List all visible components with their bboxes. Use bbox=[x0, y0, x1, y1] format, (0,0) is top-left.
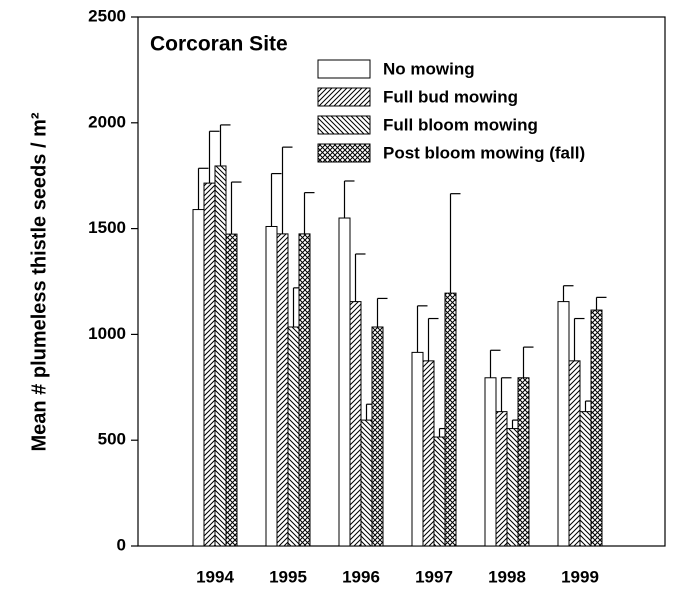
bar bbox=[371, 326, 384, 547]
legend-swatch bbox=[317, 115, 371, 135]
legend-label: No mowing bbox=[383, 59, 475, 78]
annotation: Corcoran Site bbox=[150, 33, 288, 56]
bar bbox=[214, 165, 227, 547]
legend-label: Full bud mowing bbox=[383, 87, 518, 106]
bar bbox=[517, 377, 530, 547]
legend-label: Post bloom mowing (fall) bbox=[383, 143, 585, 162]
legend-swatch bbox=[317, 143, 371, 163]
bar bbox=[349, 301, 362, 547]
bar bbox=[590, 309, 603, 547]
bar bbox=[557, 301, 570, 547]
bar bbox=[338, 217, 351, 547]
bar bbox=[433, 436, 446, 547]
bar bbox=[579, 411, 592, 547]
y-tick-label: 2000 bbox=[88, 112, 126, 131]
bar bbox=[484, 377, 497, 547]
y-tick-label: 2500 bbox=[88, 6, 126, 25]
bar bbox=[422, 360, 435, 547]
legend-label: Full bloom mowing bbox=[383, 115, 538, 134]
x-tick-label: 1999 bbox=[561, 567, 599, 586]
y-tick-label: 0 bbox=[117, 535, 126, 554]
bar bbox=[360, 419, 373, 547]
plot-frame bbox=[137, 16, 666, 547]
x-tick-label: 1995 bbox=[269, 567, 307, 586]
x-tick-label: 1996 bbox=[342, 567, 380, 586]
bar bbox=[265, 225, 278, 547]
bar bbox=[506, 428, 519, 547]
bar bbox=[495, 411, 508, 547]
y-tick-label: 500 bbox=[98, 430, 126, 449]
bar bbox=[225, 233, 238, 547]
bar bbox=[287, 326, 300, 547]
x-tick-label: 1998 bbox=[488, 567, 526, 586]
y-axis-label: Mean # plumeless thistle seeds / m² bbox=[28, 112, 50, 451]
x-tick-label: 1994 bbox=[196, 567, 234, 586]
bar bbox=[192, 209, 205, 547]
bar bbox=[276, 233, 289, 547]
legend-swatch bbox=[317, 59, 371, 79]
y-tick-label: 1000 bbox=[88, 324, 126, 343]
bar bbox=[298, 233, 311, 547]
bar bbox=[203, 182, 216, 547]
bar bbox=[568, 360, 581, 547]
legend-swatch bbox=[317, 87, 371, 107]
bar bbox=[444, 292, 457, 547]
bar bbox=[411, 351, 424, 547]
x-tick-label: 1997 bbox=[415, 567, 453, 586]
y-tick-label: 1500 bbox=[88, 218, 126, 237]
